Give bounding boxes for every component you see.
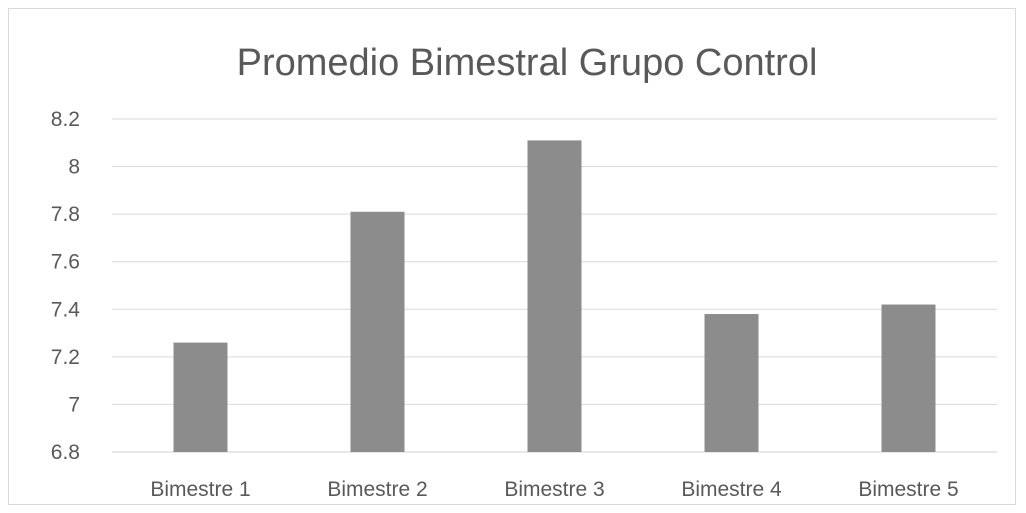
y-tick-label: 6.8	[51, 441, 80, 464]
x-tick-label: Bimestre 5	[858, 478, 958, 501]
chart-title: Promedio Bimestral Grupo Control	[237, 42, 818, 84]
y-tick-label: 8.2	[51, 108, 80, 131]
bar	[173, 342, 228, 452]
x-tick-label: Bimestre 2	[327, 478, 427, 501]
y-tick-label: 7	[68, 393, 80, 416]
y-tick-label: 7.6	[51, 251, 80, 274]
y-tick-label: 7.2	[51, 346, 80, 369]
x-tick-label: Bimestre 1	[150, 478, 250, 501]
bars	[173, 140, 936, 452]
x-axis-ticks: Bimestre 1 Bimestre 2 Bimestre 3 Bimestre 4…	[150, 478, 958, 501]
bar	[527, 140, 582, 452]
bar	[350, 211, 405, 452]
y-tick-label: 7.8	[51, 203, 80, 226]
y-axis-ticks: 6.8 7 7.2 7.4 7.6 7.8 8 8.2	[51, 108, 81, 464]
bar	[704, 314, 759, 452]
bar	[881, 304, 936, 452]
y-tick-label: 7.4	[51, 298, 81, 321]
x-tick-label: Bimestre 4	[681, 478, 782, 501]
x-tick-label: Bimestre 3	[504, 478, 604, 501]
y-tick-label: 8	[68, 156, 80, 179]
